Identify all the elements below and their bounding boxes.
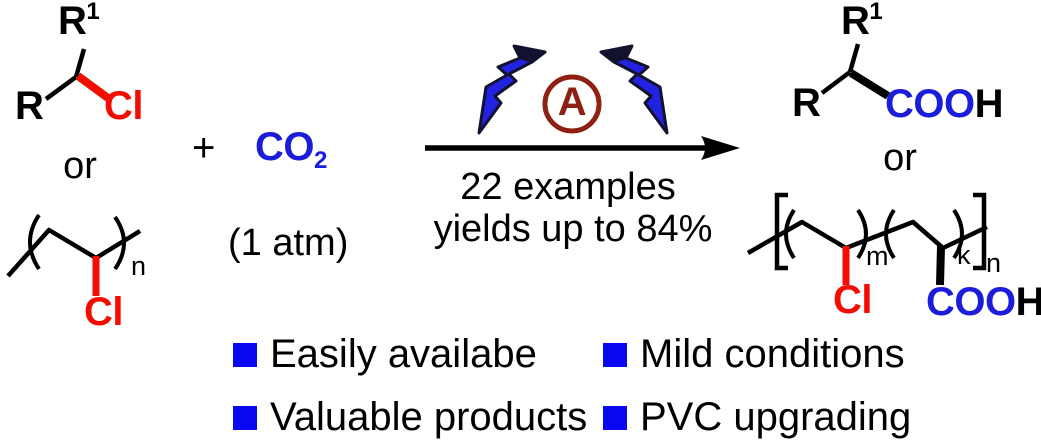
co2-label: CO2 — [255, 125, 327, 173]
copolymer-backbone — [746, 219, 988, 255]
bond-ch-cl-bold — [75, 72, 111, 102]
or-text-left: or — [63, 145, 97, 187]
reaction-arrow — [425, 136, 740, 160]
co2-formula: CO — [255, 125, 315, 169]
examples-text: 22 examples — [460, 166, 676, 208]
r1-symbol: R — [841, 0, 870, 43]
substituent-r-right: R — [792, 81, 821, 125]
catalyst-circle — [542, 74, 602, 134]
or-text-right: or — [883, 137, 917, 179]
bolt-tip — [513, 45, 546, 63]
paren-close-k — [952, 208, 964, 260]
polymer-subscript-n: n — [986, 248, 1002, 278]
polymer-chlorine-label: Cl — [833, 278, 873, 322]
functionalized-pvc-structure — [746, 192, 988, 286]
co2-subscript: 2 — [314, 147, 327, 174]
pvc-structure — [6, 213, 142, 296]
bond-r-ch — [44, 75, 78, 101]
bullet-label: Easily availabe — [270, 332, 537, 376]
bolt-tip — [600, 45, 633, 63]
plus-sign: + — [192, 126, 216, 170]
chlorine-label-left: Cl — [104, 84, 144, 128]
bullet-square-icon — [233, 406, 257, 430]
substituent-r1-left: R1 — [58, 0, 100, 43]
bullet-item-easily-available: Easily availabe — [233, 334, 537, 374]
bullet-item-mild-conditions: Mild conditions — [603, 334, 905, 374]
cooh-label-polymer: COOH — [926, 282, 1041, 322]
bond-ch-cooh-bold — [848, 69, 891, 100]
h-part: H — [974, 82, 1004, 126]
r1-superscript: 1 — [86, 0, 100, 25]
arrow-head — [701, 136, 740, 160]
paren-open-m — [784, 208, 796, 260]
bracket-open — [774, 192, 788, 271]
yields-text: yields up to 84% — [433, 208, 713, 250]
coo-part: COO — [885, 82, 975, 126]
bond-cooh-bold — [936, 245, 945, 286]
paren-open-k — [884, 208, 896, 260]
bracket-close — [973, 192, 987, 271]
bullet-square-icon — [603, 406, 627, 430]
bullet-item-pvc-upgrading: PVC upgrading — [603, 397, 911, 437]
r1-symbol: R — [58, 0, 87, 43]
bullet-square-icon — [233, 343, 257, 367]
pvc-chlorine-label: Cl — [84, 290, 124, 334]
r1-superscript: 1 — [869, 0, 883, 25]
carboxylic-acid-structure — [820, 43, 891, 100]
bond-r1-ch — [73, 48, 87, 78]
pvc-paren-open — [28, 213, 41, 271]
substituent-r-left: R — [15, 84, 44, 128]
pressure-label: (1 atm) — [228, 222, 349, 264]
lightning-bolt-left-icon — [477, 44, 547, 135]
pvc-subscript-n: n — [131, 251, 147, 281]
bullet-square-icon — [603, 343, 627, 367]
bullet-item-valuable-products: Valuable products — [233, 397, 587, 437]
alkyl-chloride-structure — [44, 48, 111, 102]
catalyst-label: A — [557, 80, 587, 124]
polymer-subscript-k: k — [957, 240, 971, 270]
lightning-bolt-right-icon — [599, 44, 669, 135]
coo-part: COO — [926, 280, 1016, 324]
paren-close-m — [856, 208, 868, 260]
bond-r1-ch — [847, 43, 861, 73]
polymer-subscript-m: m — [866, 241, 889, 271]
bullet-label: Valuable products — [270, 395, 588, 439]
pvc-paren-close — [113, 215, 126, 271]
h-part: H — [1015, 280, 1041, 324]
pvc-backbone — [6, 227, 142, 278]
cooh-label-acid: COOH — [885, 82, 1004, 126]
bond-r-ch — [820, 70, 852, 95]
bullet-label: PVC upgrading — [640, 395, 912, 439]
substituent-r1-right: R1 — [841, 0, 883, 43]
bullet-label: Mild conditions — [640, 332, 905, 376]
